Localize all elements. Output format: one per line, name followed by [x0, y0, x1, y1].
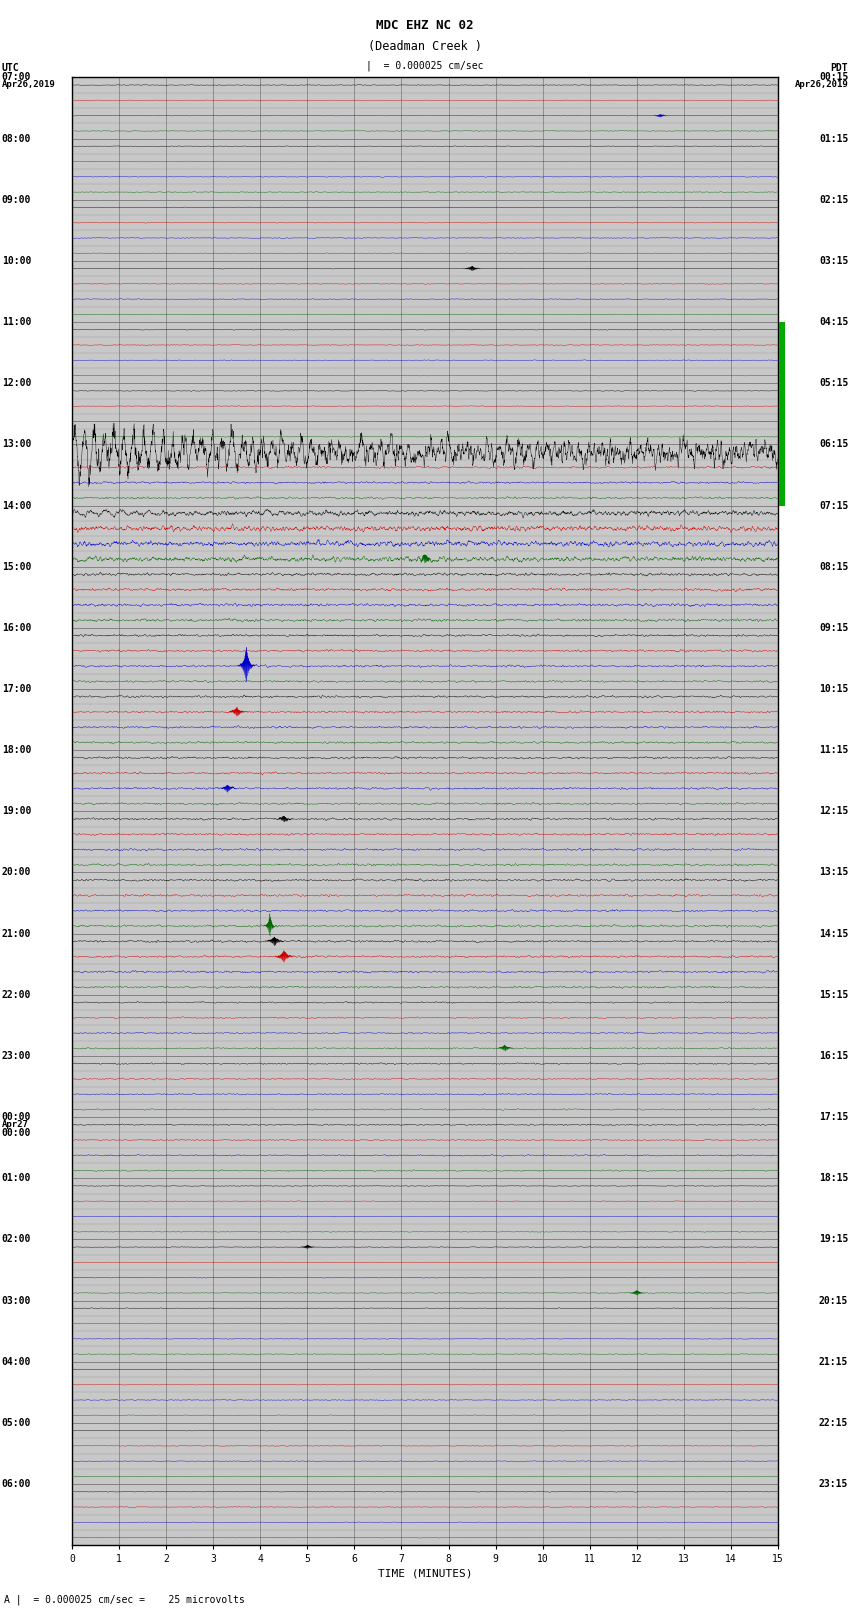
- Text: 09:00: 09:00: [2, 195, 31, 205]
- Text: 02:15: 02:15: [819, 195, 848, 205]
- Text: 16:00: 16:00: [2, 623, 31, 632]
- Text: 15:00: 15:00: [2, 561, 31, 571]
- Text: 13:00: 13:00: [2, 439, 31, 450]
- Text: 17:15: 17:15: [819, 1111, 848, 1123]
- Text: Apr27: Apr27: [2, 1121, 29, 1129]
- Text: 08:15: 08:15: [819, 561, 848, 571]
- Text: 09:15: 09:15: [819, 623, 848, 632]
- Text: 10:15: 10:15: [819, 684, 848, 694]
- Text: 04:15: 04:15: [819, 318, 848, 327]
- Text: 12:15: 12:15: [819, 806, 848, 816]
- Text: PDT: PDT: [830, 63, 848, 73]
- Text: 00:15: 00:15: [819, 73, 848, 82]
- Text: 21:15: 21:15: [819, 1357, 848, 1366]
- Text: 03:00: 03:00: [2, 1295, 31, 1305]
- Text: 13:15: 13:15: [819, 868, 848, 877]
- Text: 06:15: 06:15: [819, 439, 848, 450]
- Text: |  = 0.000025 cm/sec: | = 0.000025 cm/sec: [366, 61, 484, 71]
- Text: UTC: UTC: [2, 63, 20, 73]
- Text: 20:15: 20:15: [819, 1295, 848, 1305]
- Text: 17:00: 17:00: [2, 684, 31, 694]
- Text: 19:00: 19:00: [2, 806, 31, 816]
- Text: 23:00: 23:00: [2, 1052, 31, 1061]
- Text: 07:15: 07:15: [819, 500, 848, 511]
- Text: 16:15: 16:15: [819, 1052, 848, 1061]
- Text: 06:00: 06:00: [2, 1479, 31, 1489]
- Text: 23:15: 23:15: [819, 1479, 848, 1489]
- Text: MDC EHZ NC 02: MDC EHZ NC 02: [377, 19, 473, 32]
- X-axis label: TIME (MINUTES): TIME (MINUTES): [377, 1568, 473, 1579]
- Text: 05:15: 05:15: [819, 377, 848, 389]
- Text: (Deadman Creek ): (Deadman Creek ): [368, 40, 482, 53]
- Text: 00:00: 00:00: [2, 1129, 31, 1139]
- Text: 02:00: 02:00: [2, 1234, 31, 1245]
- Text: 07:00: 07:00: [2, 73, 31, 82]
- Text: 22:15: 22:15: [819, 1418, 848, 1428]
- Text: 12:00: 12:00: [2, 377, 31, 389]
- Text: 15:15: 15:15: [819, 990, 848, 1000]
- Text: A |  = 0.000025 cm/sec =    25 microvolts: A | = 0.000025 cm/sec = 25 microvolts: [4, 1595, 245, 1605]
- Text: Apr26,2019: Apr26,2019: [795, 79, 848, 89]
- Text: 10:00: 10:00: [2, 256, 31, 266]
- Text: 01:00: 01:00: [2, 1173, 31, 1184]
- Text: 08:00: 08:00: [2, 134, 31, 144]
- Text: 05:00: 05:00: [2, 1418, 31, 1428]
- Text: 03:15: 03:15: [819, 256, 848, 266]
- Text: 19:15: 19:15: [819, 1234, 848, 1245]
- Text: 20:00: 20:00: [2, 868, 31, 877]
- Text: 00:00: 00:00: [2, 1111, 31, 1123]
- Text: 22:00: 22:00: [2, 990, 31, 1000]
- Text: 01:15: 01:15: [819, 134, 848, 144]
- Text: 21:00: 21:00: [2, 929, 31, 939]
- Text: 11:00: 11:00: [2, 318, 31, 327]
- Text: 18:00: 18:00: [2, 745, 31, 755]
- Text: 18:15: 18:15: [819, 1173, 848, 1184]
- Text: Apr26,2019: Apr26,2019: [2, 79, 55, 89]
- Text: 14:00: 14:00: [2, 500, 31, 511]
- Text: 11:15: 11:15: [819, 745, 848, 755]
- Text: 14:15: 14:15: [819, 929, 848, 939]
- Text: 04:00: 04:00: [2, 1357, 31, 1366]
